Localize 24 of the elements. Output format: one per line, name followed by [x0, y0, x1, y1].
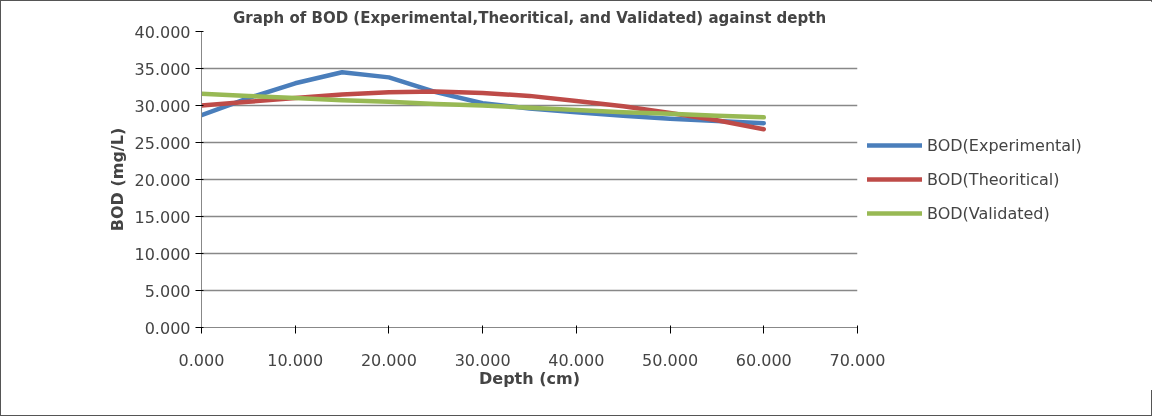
- chart-title: Graph of BOD (Experimental,Theoritical, and Validated) against depth: [232, 8, 827, 27]
- y-tick-label: 0.000: [144, 318, 191, 338]
- x-tick-label: 50.000: [642, 350, 699, 370]
- x-tick-label: 60.000: [735, 350, 792, 370]
- y-tick-label: 5.000: [144, 281, 191, 301]
- legend-label: BOD(Experimental): [927, 135, 1082, 155]
- y-tick-label: 15.000: [134, 207, 191, 227]
- x-tick-label: 20.000: [360, 350, 417, 370]
- y-axis-title: BOD (mg/L): [107, 127, 127, 232]
- x-tick-label: 10.000: [267, 350, 324, 370]
- x-tick-label: 0.000: [178, 350, 225, 370]
- y-tick-label: 20.000: [134, 170, 191, 190]
- y-tick-label: 40.000: [134, 22, 191, 42]
- x-tick-label: 30.000: [454, 350, 511, 370]
- y-tick-label: 30.000: [134, 96, 191, 116]
- x-tick-label: 70.000: [829, 350, 886, 370]
- y-tick-label: 35.000: [134, 59, 191, 79]
- y-tick-label: 25.000: [134, 133, 191, 153]
- legend-label: BOD(Theoritical): [927, 169, 1060, 189]
- x-axis-title: Depth (cm): [479, 368, 580, 388]
- line-series: [201, 91, 767, 120]
- x-tick-label: 40.000: [548, 350, 605, 370]
- y-tick-label: 10.000: [134, 244, 191, 264]
- legend-label: BOD(Validated): [927, 203, 1050, 223]
